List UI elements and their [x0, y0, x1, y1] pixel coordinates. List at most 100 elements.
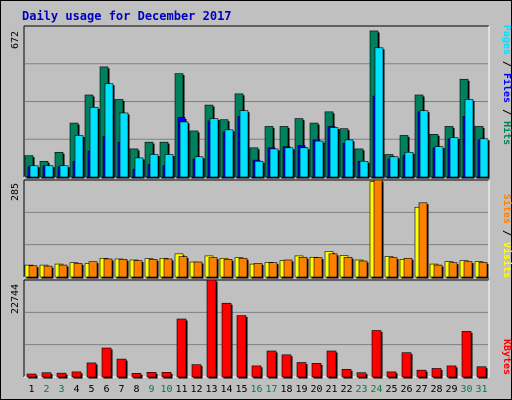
day-label-13: 13 [205, 384, 217, 395]
bar-pages-day-20 [314, 140, 324, 178]
bar-kbytes-day-14 [221, 302, 232, 378]
bar-sites-day-5 [88, 261, 98, 278]
bar-sites-day-16 [253, 263, 263, 278]
day-label-22: 22 [340, 384, 352, 395]
bar-kbytes-day-21 [326, 350, 337, 378]
bar-kbytes-day-7 [116, 358, 127, 378]
day-label-16: 16 [250, 384, 262, 395]
bar-pages-day-1 [29, 165, 39, 178]
bar-kbytes-day-19 [296, 362, 307, 378]
bar-pages-day-17 [269, 148, 279, 178]
bar-sites-day-11 [178, 256, 188, 278]
bar-pages-day-7 [119, 112, 129, 178]
side-label-separator: / [501, 103, 512, 121]
bar-pages-day-5 [89, 107, 99, 178]
bar-kbytes-day-4 [71, 371, 82, 378]
bar-kbytes-day-26 [401, 352, 412, 378]
bar-kbytes-day-10 [161, 372, 172, 378]
bar-kbytes-day-28 [431, 368, 442, 378]
bar-pages-day-24 [374, 47, 384, 178]
day-label-26: 26 [400, 384, 412, 395]
bar-pages-day-28 [434, 146, 444, 178]
side-label-panel2-0: Sites [501, 194, 512, 224]
bar-sites-day-4 [73, 263, 83, 278]
bar-kbytes-day-8 [131, 373, 142, 378]
bar-kbytes-day-22 [341, 369, 352, 378]
bar-kbytes-day-11 [176, 318, 187, 378]
y-max-label: 672 [10, 31, 21, 49]
bar-pages-day-22 [344, 139, 354, 178]
bar-sites-day-25 [388, 257, 398, 278]
bar-kbytes-day-1 [26, 373, 37, 378]
bar-pages-day-21 [329, 127, 339, 178]
side-label-panel1-2: Hits [501, 121, 512, 145]
bar-sites-day-24 [373, 179, 383, 278]
day-label-2: 2 [43, 384, 49, 395]
bar-kbytes-day-24 [371, 330, 382, 378]
day-label-9: 9 [148, 384, 154, 395]
bar-sites-day-23 [358, 260, 368, 278]
day-label-7: 7 [118, 384, 124, 395]
day-label-23: 23 [355, 384, 367, 395]
bar-kbytes-day-29 [446, 365, 457, 378]
bar-pages-day-9 [149, 154, 159, 178]
bar-pages-day-6 [104, 83, 114, 178]
bar-kbytes-day-3 [56, 372, 67, 378]
bar-sites-day-12 [193, 261, 203, 278]
side-label-panel2-1: Visits [501, 242, 512, 278]
bar-pages-day-12 [194, 156, 204, 178]
bar-sites-day-10 [163, 258, 173, 278]
panel-visits-sites: 285 [10, 179, 490, 279]
bar-sites-day-6 [103, 258, 113, 278]
day-label-21: 21 [325, 384, 337, 395]
side-label-panel3: KBytes [501, 339, 512, 375]
day-label-31: 31 [475, 384, 487, 395]
bar-pages-day-14 [224, 129, 234, 178]
bar-pages-day-15 [239, 110, 249, 178]
day-label-6: 6 [103, 384, 109, 395]
day-label-5: 5 [88, 384, 94, 395]
bar-pages-day-23 [359, 160, 369, 178]
bar-kbytes-day-15 [236, 315, 247, 378]
x-axis-day-labels: 1 2 3 4 5 6 7 8 9 10 11 12 13 14 15 16 17 18 19 20 21 22 23 24 2… [28, 384, 487, 395]
bar-sites-day-13 [208, 257, 218, 278]
bar-sites-day-2 [43, 265, 53, 278]
side-label-panel2: Sites / Visits [501, 194, 512, 278]
bar-sites-day-30 [463, 261, 473, 278]
bar-sites-day-20 [313, 257, 323, 278]
day-label-17: 17 [265, 384, 277, 395]
bar-kbytes-day-2 [41, 372, 52, 378]
side-legend-labels: Pages / Files / Hits Sites / Visits KBytes [501, 25, 512, 375]
side-label-separator: / [501, 224, 512, 242]
side-label-panel1-1: Files [501, 73, 512, 103]
day-label-30: 30 [460, 384, 472, 395]
side-label-panel1: Pages / Files / Hits [501, 25, 512, 145]
bar-kbytes-day-30 [461, 331, 472, 378]
day-label-24: 24 [370, 384, 382, 395]
day-label-1: 1 [28, 384, 34, 395]
bar-pages-day-29 [449, 137, 459, 178]
bar-sites-day-15 [238, 257, 248, 278]
bar-sites-day-17 [268, 262, 278, 278]
bar-pages-day-4 [74, 135, 84, 178]
bar-sites-day-18 [283, 259, 293, 278]
bar-sites-day-21 [328, 253, 338, 278]
bar-kbytes-day-16 [251, 365, 262, 378]
chart-title: Daily usage for December 2017 [22, 9, 232, 23]
bar-kbytes-day-27 [416, 369, 427, 378]
bar-sites-day-22 [343, 256, 353, 278]
bar-pages-day-8 [134, 157, 144, 178]
day-label-27: 27 [415, 384, 427, 395]
day-label-14: 14 [220, 384, 232, 395]
bar-sites-day-7 [118, 259, 128, 278]
bar-pages-day-26 [404, 151, 414, 178]
bar-pages-day-31 [479, 138, 489, 178]
day-label-25: 25 [385, 384, 397, 395]
bar-kbytes-day-17 [266, 350, 277, 378]
bar-sites-day-31 [478, 262, 488, 278]
day-label-19: 19 [295, 384, 307, 395]
day-label-3: 3 [58, 384, 64, 395]
bar-sites-day-26 [403, 257, 413, 278]
bar-kbytes-day-12 [191, 364, 202, 378]
bar-pages-day-19 [299, 147, 309, 178]
